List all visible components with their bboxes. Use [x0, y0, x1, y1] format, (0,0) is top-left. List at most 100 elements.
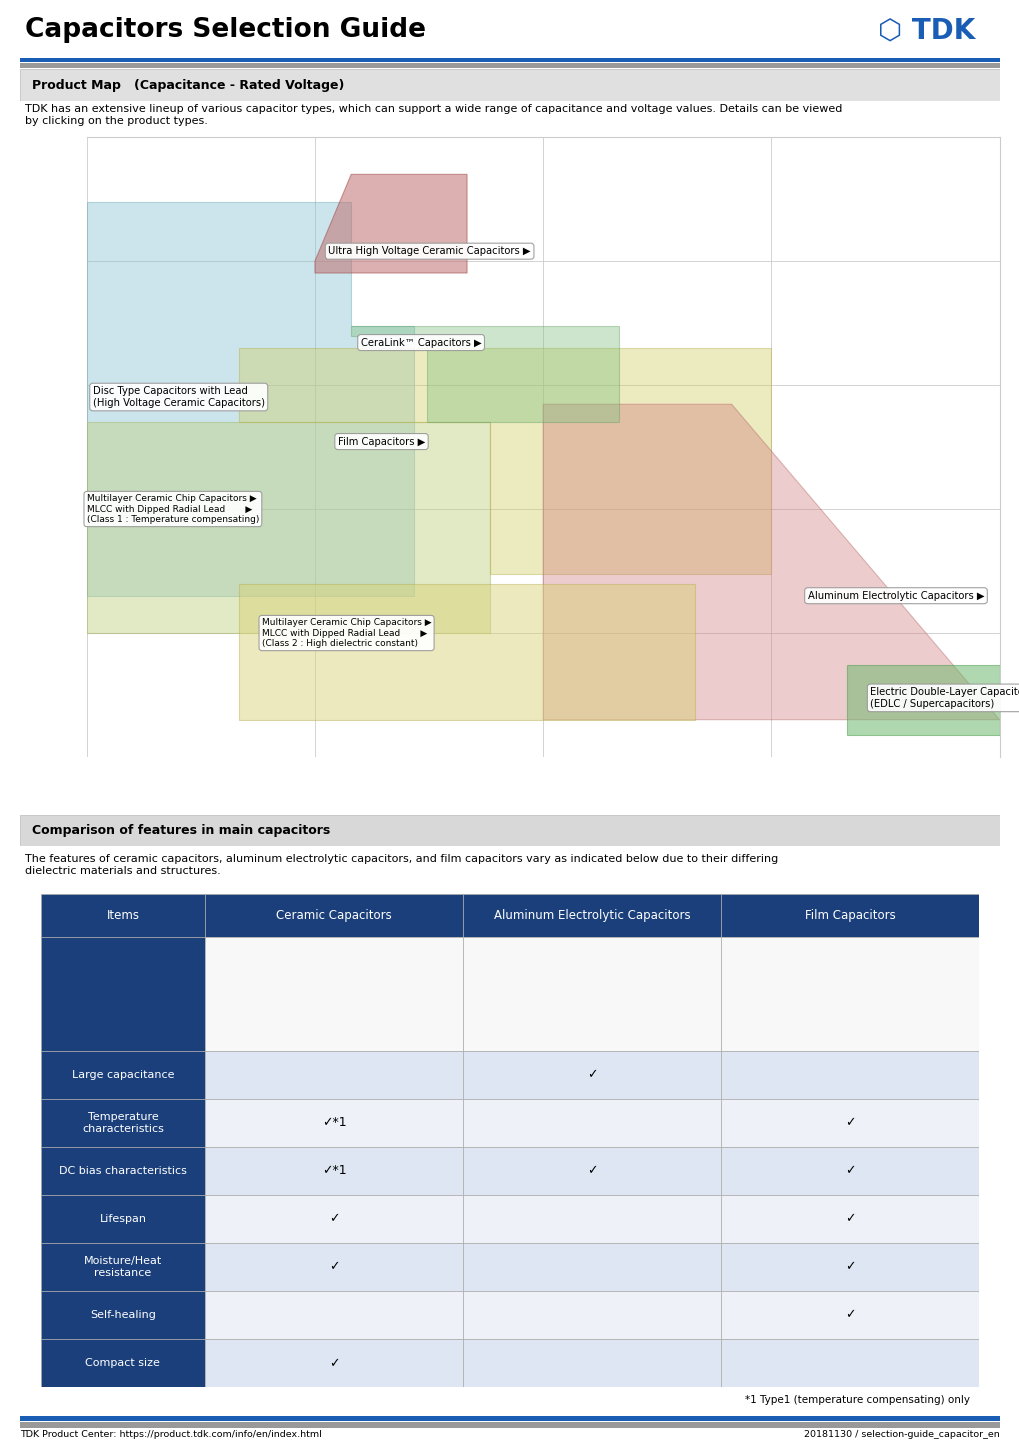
Bar [205, 1195, 463, 1243]
Text: Ceramic Capacitors: Ceramic Capacitors [276, 910, 391, 923]
Text: Compact size: Compact size [86, 1358, 160, 1368]
Text: TDK has an extensive lineup of various capacitor types, which can support a wide: TDK has an extensive lineup of various c… [25, 104, 842, 125]
Text: 1: 1 [67, 750, 74, 764]
Bar [463, 1243, 720, 1291]
Text: ✓: ✓ [328, 1260, 339, 1273]
Text: Temperature
characteristics: Temperature characteristics [82, 1112, 164, 1133]
Text: Items: Items [106, 910, 140, 923]
Bar [720, 1243, 978, 1291]
Bar [205, 1099, 463, 1146]
Polygon shape [847, 665, 999, 735]
Text: ✓: ✓ [586, 1165, 597, 1178]
Text: Disc Type Capacitors with Lead
(High Voltage Ceramic Capacitors): Disc Type Capacitors with Lead (High Vol… [93, 386, 265, 408]
Text: ✓*1: ✓*1 [321, 1165, 346, 1178]
Text: 1n: 1n [307, 761, 322, 774]
Bar [41, 1243, 205, 1291]
Bar [205, 1291, 463, 1340]
Text: Product Map   (Capacitance - Rated Voltage): Product Map (Capacitance - Rated Voltage… [33, 78, 344, 92]
Bar [720, 1099, 978, 1146]
Text: ✓: ✓ [328, 1213, 339, 1226]
Text: The features of ceramic capacitors, aluminum electrolytic capacitors, and film c: The features of ceramic capacitors, alum… [25, 854, 777, 875]
Bar [205, 1340, 463, 1387]
Text: ✓: ✓ [844, 1260, 855, 1273]
Text: Film Capacitors ▶: Film Capacitors ▶ [337, 437, 425, 447]
Text: Comparison of features in main capacitors: Comparison of features in main capacitor… [33, 823, 330, 838]
Bar [463, 937, 720, 1051]
Bar [205, 1146, 463, 1195]
Bar [41, 1340, 205, 1387]
Bar [463, 1146, 720, 1195]
Polygon shape [87, 202, 414, 596]
Text: *1 Type1 (temperature compensating) only: *1 Type1 (temperature compensating) only [744, 1396, 969, 1405]
Bar [463, 1291, 720, 1340]
Bar [463, 1099, 720, 1146]
Text: 1p: 1p [78, 761, 95, 774]
Text: Capacitance / F: Capacitance / F [494, 782, 591, 795]
Bar [720, 1146, 978, 1195]
Bar [41, 1099, 205, 1146]
Text: ✓: ✓ [844, 1309, 855, 1322]
Text: DC bias characteristics: DC bias characteristics [59, 1167, 186, 1177]
Text: ✓: ✓ [844, 1116, 855, 1129]
Polygon shape [543, 404, 999, 720]
Bar [463, 894, 720, 937]
Bar [463, 1195, 720, 1243]
Text: Ultra High Voltage Ceramic Capacitors ▶: Ultra High Voltage Ceramic Capacitors ▶ [328, 247, 531, 257]
Text: Electric Double-Layer Capacitors
(EDLC / Supercapacitors): Electric Double-Layer Capacitors (EDLC /… [869, 686, 1019, 708]
Text: 100k: 100k [46, 130, 74, 144]
Bar [20, 1422, 999, 1428]
Bar [41, 1051, 205, 1099]
Polygon shape [238, 584, 695, 720]
Text: ✓: ✓ [328, 1357, 339, 1370]
Bar [720, 1291, 978, 1340]
Text: 1k: 1k [60, 378, 74, 392]
Bar [205, 937, 463, 1051]
Text: Lifespan: Lifespan [99, 1214, 147, 1224]
Text: TDK Product Center: https://product.tdk.com/info/en/index.html: TDK Product Center: https://product.tdk.… [20, 1430, 322, 1439]
Text: ✓: ✓ [586, 1069, 597, 1082]
Text: 20181130 / selection-guide_capacitor_en: 20181130 / selection-guide_capacitor_en [803, 1430, 999, 1439]
Text: Self-healing: Self-healing [90, 1311, 156, 1319]
Bar [20, 63, 999, 68]
Bar [41, 937, 205, 1051]
Text: ✓: ✓ [844, 1165, 855, 1178]
Polygon shape [315, 174, 467, 273]
Bar [720, 937, 978, 1051]
Bar [720, 894, 978, 937]
Bar [41, 1195, 205, 1243]
Polygon shape [87, 423, 489, 633]
Polygon shape [238, 348, 770, 574]
Text: 100: 100 [52, 502, 74, 516]
Text: Film Capacitors: Film Capacitors [804, 910, 895, 923]
Bar [720, 1051, 978, 1099]
Text: ⬡ TDK: ⬡ TDK [877, 16, 974, 45]
Bar [20, 58, 999, 62]
Text: CeraLink™ Capacitors ▶: CeraLink™ Capacitors ▶ [361, 337, 481, 348]
Text: Multilayer Ceramic Chip Capacitors ▶
MLCC with Dipped Radial Lead       ▶
(Class: Multilayer Ceramic Chip Capacitors ▶ MLC… [262, 619, 431, 647]
Text: 1μ: 1μ [535, 761, 550, 774]
Bar [41, 894, 205, 937]
Text: 1m: 1m [760, 761, 781, 774]
Text: Aluminum Electrolytic Capacitors ▶: Aluminum Electrolytic Capacitors ▶ [807, 591, 983, 601]
Text: Multilayer Ceramic Chip Capacitors ▶
MLCC with Dipped Radial Lead       ▶
(Class: Multilayer Ceramic Chip Capacitors ▶ MLC… [87, 495, 259, 523]
Bar [41, 1146, 205, 1195]
Text: ✓*1: ✓*1 [321, 1116, 346, 1129]
Bar [41, 1291, 205, 1340]
Text: Moisture/Heat
resistance: Moisture/Heat resistance [84, 1256, 162, 1278]
Text: Capacitors Selection Guide: Capacitors Selection Guide [25, 17, 426, 43]
Polygon shape [351, 326, 619, 423]
Bar [205, 894, 463, 937]
Bar [463, 1340, 720, 1387]
Text: 1F: 1F [991, 761, 1006, 774]
Text: Rated voltage / V: Rated voltage / V [39, 399, 49, 495]
Text: 10k: 10k [53, 254, 74, 268]
Text: 10: 10 [60, 626, 74, 640]
Bar [20, 1416, 999, 1422]
Bar [463, 1051, 720, 1099]
Bar [205, 1051, 463, 1099]
Text: Aluminum Electrolytic Capacitors: Aluminum Electrolytic Capacitors [493, 910, 690, 923]
Text: Large capacitance: Large capacitance [71, 1070, 174, 1080]
Bar [205, 1243, 463, 1291]
Bar [720, 1340, 978, 1387]
Text: ✓: ✓ [844, 1213, 855, 1226]
